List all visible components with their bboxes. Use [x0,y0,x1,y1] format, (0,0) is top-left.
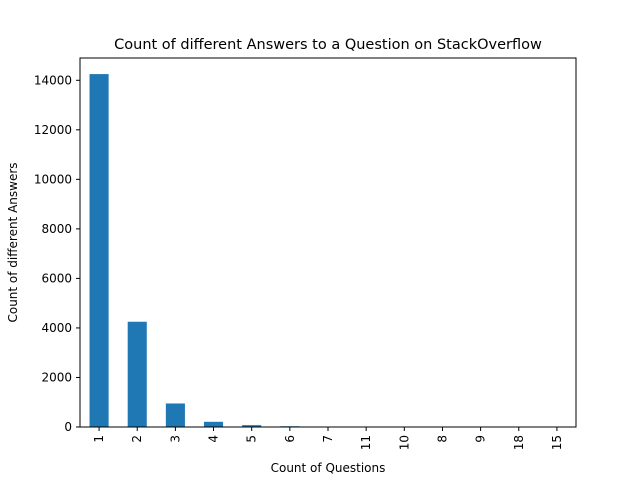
y-tick-label: 2000 [41,370,72,384]
y-tick-label: 12000 [34,123,72,137]
y-axis-label: Count of different Answers [6,162,20,322]
x-tick-label: 5 [245,435,259,443]
x-tick-label: 2 [130,435,144,443]
x-axis-label: Count of Questions [271,461,386,475]
bars-group [89,74,567,427]
x-tick-label: 8 [435,435,449,443]
x-ticks-group: 1 2 3 4 5 6 7 11 10 8 9 18 15 [92,427,564,450]
y-tick-label: 6000 [41,271,72,285]
x-tick-label: 9 [474,435,488,443]
x-tick-label: 18 [512,435,526,450]
plot-frame [79,57,577,428]
x-tick-label: 15 [550,435,564,450]
x-tick-label: 4 [207,435,221,443]
y-tick-label: 4000 [41,321,72,335]
y-ticks-group: 0 2000 4000 6000 8000 10000 12000 14000 [34,73,80,434]
x-tick-label: 11 [359,435,373,450]
bar-2 [127,321,147,427]
bar-5 [242,425,262,427]
x-tick-label: 10 [397,435,411,450]
bar-3 [165,403,185,427]
x-tick-label: 1 [92,435,106,443]
bar-4 [204,421,224,427]
y-tick-label: 8000 [41,222,72,236]
bar-1 [89,74,109,427]
x-tick-label: 7 [321,435,335,443]
y-tick-label: 0 [64,420,72,434]
x-tick-label: 3 [168,435,182,443]
chart-title: Count of different Answers to a Question… [114,37,542,53]
x-tick-label: 6 [283,435,297,443]
y-tick-label: 14000 [34,73,72,87]
y-tick-label: 10000 [34,172,72,186]
